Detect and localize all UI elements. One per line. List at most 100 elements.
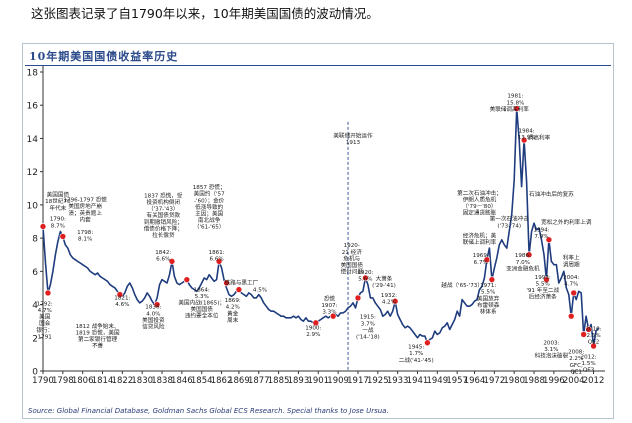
x-tick-label: 1877 [248,376,270,386]
annotation-line: 4.2% [382,300,396,306]
event-point [567,312,575,320]
annotation-line: 1791 [38,334,53,340]
annotation-label: 4.5% [253,287,267,293]
annotation-line: 溃；英贵题上 [68,209,102,217]
annotation-line: 1869: [225,298,241,304]
event-point [39,223,47,230]
yield-series-line [42,107,600,347]
annotation-line: '91 年至二战 [526,286,559,294]
annotation-line: 美国约（'57 [194,190,225,198]
annotation-line: 年代末 [49,204,66,212]
annotation-line: 违约要全本位 [185,312,219,320]
annotation-line: 美国房地产崩 [68,202,102,210]
annotation-line: 1969: [473,253,489,259]
annotation-line: 后经济萧条 [529,293,557,301]
annotation-line: 2003: [543,340,559,346]
x-tick-label: 1917 [347,376,369,386]
annotation-line: 宽松之外的利率上调 [541,218,592,226]
annotation-label: 经济危机；美联储上调利率 [463,231,497,246]
event-point [312,319,320,327]
annotation-line: 3.1% [544,347,558,353]
x-tick-label: 2004 [563,376,585,386]
y-tick-label: 16 [27,102,39,112]
annotation-line: 一战 [362,326,374,334]
annotation-line: 1819 恐慌，美国 [76,328,120,336]
annotation-label: 1994: 7.9% [533,227,549,240]
annotation-label: 1869: 4.2%黄金周末 [225,298,241,324]
x-tick-label: 1893 [288,376,310,386]
annotation-label: 1981: 15.8% [507,94,525,107]
annotation-line: 第二次石油冲击； [457,189,502,197]
annotation-line: ('73-'74) [497,223,521,229]
annotation-line: 1971: [480,283,496,289]
annotation-label: 1969: 6.7% [473,253,489,266]
event-point [585,326,592,333]
annotation-line: 利率上 [563,254,580,262]
title-rule [25,65,611,66]
annotation-line: 1821: [114,296,130,302]
annotation-label: 1857 恐慌；美国约（'57 -'60）；金价低涨导致的主因；美国南北战争（'6… [193,183,226,231]
annotation-label: 美联储调高利率 [490,105,530,113]
annotation-line: 经济危机；美 [463,231,497,239]
event-point [235,286,243,293]
annotation-line: 联储上调利率 [463,238,497,246]
annotation-line: 亚洲金融危机 [506,264,540,272]
y-tick-label: 8 [32,235,38,245]
annotation-line: 伊朗人质危机 [463,196,497,204]
annotation-line: 1945: [408,345,424,351]
annotation-line: 1932: [381,293,397,299]
x-tick-label: 1949 [426,376,448,386]
annotation-line: 2012: [581,355,597,361]
annotation-line: 1915: [360,315,376,321]
annotation-line: 2.9% [306,332,320,338]
annotation-label: 1920: 5.6% [357,270,373,283]
annotation-line: （'37-'43） [148,206,179,213]
annotation-label: 1837 恐慌，受投资机构倒闭（'37-'43）有关国债贷款到期撤销风险；借债价… [144,191,183,239]
annotation-line: 3.7% [361,321,375,327]
x-tick-label: 1846 [171,376,193,386]
annotation-label: 1842: 6.6% [155,250,171,263]
event-point [525,251,533,259]
annotation-line: 5.5% [536,281,550,287]
annotation-line: 15.8% [507,100,525,106]
annotation-label: 铁路与黑工厂 [225,279,259,287]
annotation-line: 黄金 [227,309,239,317]
annotation-label: 2003: 3.1%科技泡沫破裂 [535,340,569,359]
annotation-line: 4.5% [253,287,267,293]
annotation-label: 1836: 4.0%美国投资信贷风险 [142,305,165,331]
annotation-line: ('14-'18) [356,334,380,340]
annotation-label: 1920-21 经济危机与美国国债偿付问题 [341,243,364,275]
annotation-line: -'60）；金价 [194,196,225,204]
annotation-label: 美联储开始运作 1913 [333,132,373,147]
annotation-line: 大萧条 [376,274,393,282]
annotation-line: 1920- [344,243,360,249]
x-tick-label: 1830 [131,376,153,386]
annotation-label: 利率上调周期 [563,254,580,269]
annotation-label: 调高利率 [528,133,551,141]
annotation-line: 石油冲击后的复苏 [529,190,574,198]
annotation-label: 1798: 8.1% [77,230,93,243]
annotation-line: 借债价格下降； [144,224,183,232]
x-tick-label: 1854 [191,376,213,386]
annotation-label: 大萧条('29-'41) [372,274,396,289]
annotation-line: 4.2% [226,305,240,311]
annotation-label: 1796-1797 恐慌美国房地产崩溃；英贵题上内套 [63,196,107,224]
annotation-line: 1857 恐慌； [193,183,226,191]
annotation-line: （'61-'65） [194,224,225,231]
x-tick-label: 1822 [112,376,134,386]
y-tick-label: 2 [32,334,38,344]
annotation-line: 1.7% [409,351,423,357]
x-tick-label: 1862 [211,376,233,386]
event-point [223,279,230,287]
x-tick-label: 1814 [92,376,114,386]
annotation-line: 危机与 [343,254,360,262]
chart-panel: 10年期美国国债收益率历史 0 2 4 6 8 10 12 14 16 18 1790 1798 180… [22,43,614,419]
x-tick-label: 1988 [523,376,545,386]
event-point [44,289,52,297]
annotation-label: 1861: 6.6% [209,250,225,263]
annotation-label: 1971: 5.5%美国放弃布雷顿森林体系 [477,283,500,315]
annotation-line: 科技泡沫破裂 [535,352,569,360]
x-tick-label: 1885 [268,376,290,386]
annotation-label: 恐慌 1907: 3.3% [321,294,337,315]
annotation-line: 2.5% [586,333,600,339]
